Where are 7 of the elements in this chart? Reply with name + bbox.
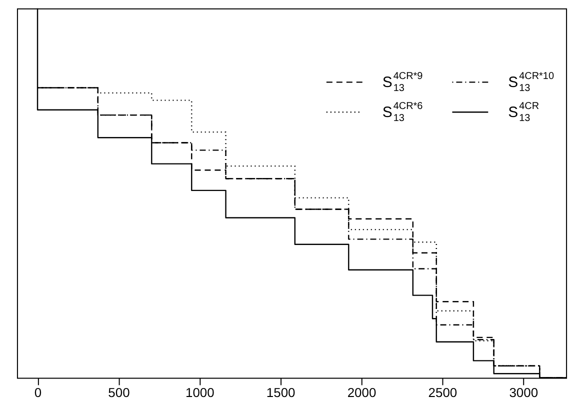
x-tick-label: 1500 — [266, 385, 296, 400]
x-tick-label: 3000 — [509, 385, 538, 400]
x-tick-label: 1000 — [185, 385, 214, 400]
x-tick-label: 500 — [108, 385, 130, 400]
x-tick-label: 0 — [34, 385, 42, 400]
x-tick-label: 2000 — [347, 385, 376, 400]
x-tick-label: 2500 — [428, 385, 458, 400]
